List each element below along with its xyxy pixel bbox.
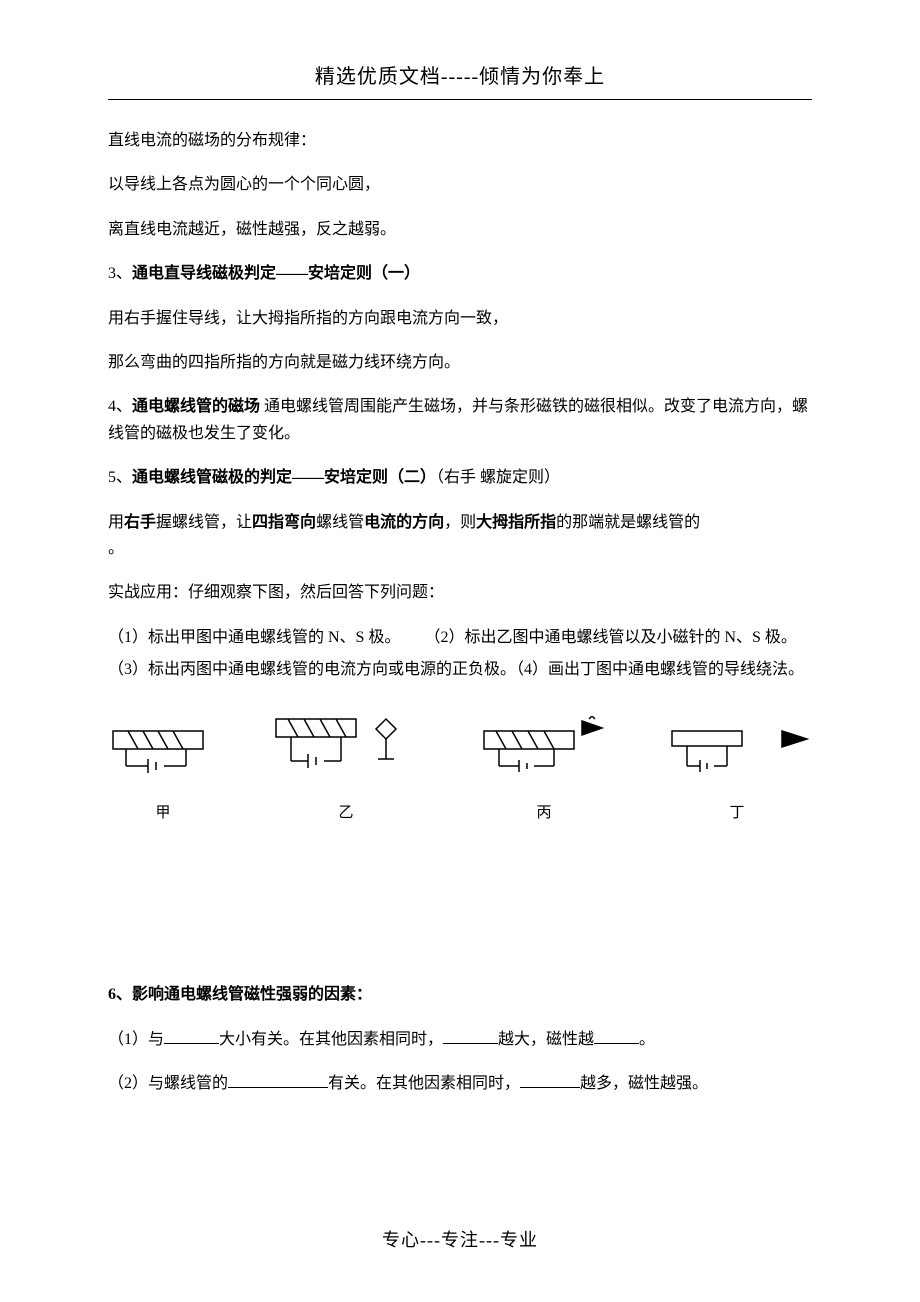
bold-text: 四指弯向 bbox=[252, 514, 316, 531]
figure-label: 甲 bbox=[155, 801, 170, 822]
page-footer: 专心---专注---专业 bbox=[0, 1226, 920, 1252]
page-header: 精选优质文档-----倾情为你奉上 bbox=[108, 60, 812, 100]
bold-text: 通电螺线管磁极的判定——安培定则（二） bbox=[132, 469, 436, 486]
section-6: 6、影响通电螺线管磁性强弱的因素： （1）与 大小有关。在其他因素相同时， 越大，磁… bbox=[108, 982, 812, 1097]
text: 越多，磁性越强。 bbox=[580, 1075, 708, 1092]
bold-text: 影响通电螺线管磁性强弱的因素： bbox=[132, 986, 372, 1003]
figure-jia: 甲 bbox=[108, 721, 218, 822]
bold-text: 大拇指所指 bbox=[476, 514, 556, 531]
text: 4、 bbox=[108, 398, 132, 415]
text: （右手 螺旋定则） bbox=[436, 469, 560, 486]
blank-field bbox=[594, 1028, 639, 1044]
bold-text: 右手 bbox=[124, 514, 156, 531]
paragraph: 实战应用：仔细观察下图，然后回答下列问题： bbox=[108, 580, 812, 606]
question-2: （2）标出乙图中通电螺线管以及小磁针的 N、S 极。 bbox=[424, 629, 796, 646]
solenoid-bing-icon bbox=[474, 716, 614, 781]
section-6-heading: 6、影响通电螺线管磁性强弱的因素： bbox=[108, 982, 812, 1008]
text: 有关。在其他因素相同时， bbox=[328, 1075, 520, 1092]
text: 越大，磁性越 bbox=[498, 1031, 594, 1048]
figure-yi: 乙 bbox=[266, 711, 426, 822]
question-row: （1）标出甲图中通电螺线管的 N、S 极。 （2）标出乙图中通电螺线管以及小磁针… bbox=[108, 625, 812, 651]
paragraph: 用右手握螺线管，让四指弯向螺线管电流的方向，则大拇指所指的那端就是螺线管的 。 bbox=[108, 510, 812, 563]
blank-field bbox=[164, 1028, 219, 1044]
blank-field bbox=[520, 1072, 580, 1088]
text: 。 bbox=[108, 540, 124, 557]
paragraph: 那么弯曲的四指所指的方向就是磁力线环绕方向。 bbox=[108, 350, 812, 376]
text: 握螺线管，让 bbox=[156, 514, 252, 531]
figure-ding: 丁 bbox=[662, 721, 812, 822]
question-1: （1）标出甲图中通电螺线管的 N、S 极。 bbox=[108, 625, 400, 651]
text: ，则 bbox=[444, 514, 476, 531]
text: 螺线管 bbox=[316, 514, 364, 531]
figure-label: 丙 bbox=[536, 801, 551, 822]
bold-text: 通电直导线磁极判定——安培定则（一） bbox=[132, 265, 420, 282]
text: 3、 bbox=[108, 265, 132, 282]
section-6-item-2: （2）与螺线管的 有关。在其他因素相同时， 越多，磁性越强。 bbox=[108, 1071, 812, 1097]
paragraph: 用右手握住导线，让大拇指所指的方向跟电流方向一致， bbox=[108, 306, 812, 332]
text: 的那端就是螺线管的 bbox=[556, 514, 700, 531]
figures-row: 甲 乙 bbox=[108, 711, 812, 822]
text: 大小有关。在其他因素相同时， bbox=[219, 1031, 443, 1048]
paragraph: 直线电流的磁场的分布规律： bbox=[108, 128, 812, 154]
solenoid-ding-icon bbox=[662, 721, 812, 781]
bold-text: 电流的方向 bbox=[364, 514, 444, 531]
text: （1）与 bbox=[108, 1031, 164, 1048]
solenoid-yi-icon bbox=[266, 711, 426, 781]
bold-text: 通电螺线管的磁场 bbox=[132, 398, 260, 415]
blank-field bbox=[443, 1028, 498, 1044]
section-5-heading: 5、通电螺线管磁极的判定——安培定则（二）（右手 螺旋定则） bbox=[108, 465, 812, 491]
figure-label: 丁 bbox=[729, 801, 744, 822]
text: 。 bbox=[639, 1031, 655, 1048]
blank-field bbox=[228, 1072, 328, 1088]
paragraph: 以导线上各点为圆心的一个个同心圆， bbox=[108, 172, 812, 198]
figure-label: 乙 bbox=[338, 801, 353, 822]
text: 5、 bbox=[108, 469, 132, 486]
text: （2）与螺线管的 bbox=[108, 1075, 228, 1092]
section-6-item-1: （1）与 大小有关。在其他因素相同时， 越大，磁性越 。 bbox=[108, 1027, 812, 1053]
question-34: （3）标出丙图中通电螺线管的电流方向或电源的正负极。（4）画出丁图中通电螺线管的… bbox=[108, 657, 812, 683]
text: 用 bbox=[108, 514, 124, 531]
section-4-heading: 4、通电螺线管的磁场 通电螺线管周围能产生磁场，并与条形磁铁的磁很相似。改变了电… bbox=[108, 394, 812, 447]
paragraph: 离直线电流越近，磁性越强，反之越弱。 bbox=[108, 217, 812, 243]
solenoid-jia-icon bbox=[108, 721, 218, 781]
text: 6、 bbox=[108, 986, 132, 1003]
section-3-heading: 3、通电直导线磁极判定——安培定则（一） bbox=[108, 261, 812, 287]
figure-bing: 丙 bbox=[474, 716, 614, 822]
